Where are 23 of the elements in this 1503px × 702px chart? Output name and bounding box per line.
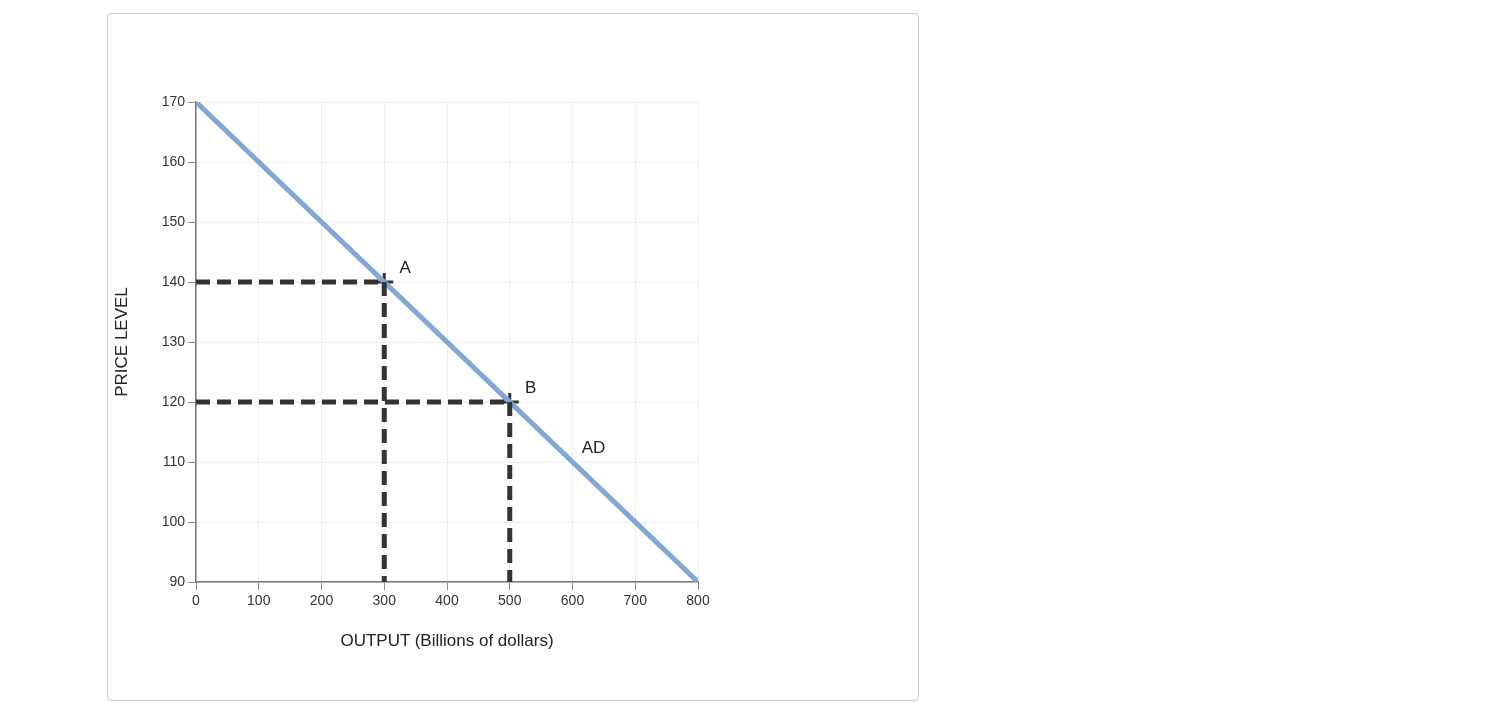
x-tick-label: 500 bbox=[498, 592, 522, 609]
x-tick-label: 700 bbox=[623, 592, 648, 609]
y-tick-label: 110 bbox=[162, 452, 186, 469]
y-tick-label: 90 bbox=[169, 572, 186, 589]
x-tick-label: 800 bbox=[686, 592, 710, 609]
x-tick-label: 0 bbox=[192, 592, 201, 609]
x-tick-label: 100 bbox=[247, 592, 271, 609]
x-tick-label: 400 bbox=[435, 592, 459, 609]
annotation: A bbox=[399, 257, 412, 277]
annotation: B bbox=[525, 377, 537, 397]
y-tick-label: 150 bbox=[161, 212, 186, 229]
y-tick-label: 160 bbox=[161, 152, 186, 169]
y-tick-label: 100 bbox=[161, 512, 186, 529]
x-axis-title: OUTPUT (Billions of dollars) bbox=[340, 631, 554, 651]
x-tick-label: 600 bbox=[560, 592, 585, 609]
x-tick-label: 300 bbox=[372, 592, 397, 609]
y-tick-label: 120 bbox=[161, 392, 186, 409]
x-tick-label: 200 bbox=[309, 592, 334, 609]
y-tick-label: 140 bbox=[161, 272, 186, 289]
y-axis-title: PRICE LEVEL bbox=[111, 287, 131, 397]
y-tick-label: 130 bbox=[161, 332, 186, 349]
y-tick-label: 170 bbox=[161, 92, 186, 109]
annotation: AD bbox=[581, 437, 606, 457]
